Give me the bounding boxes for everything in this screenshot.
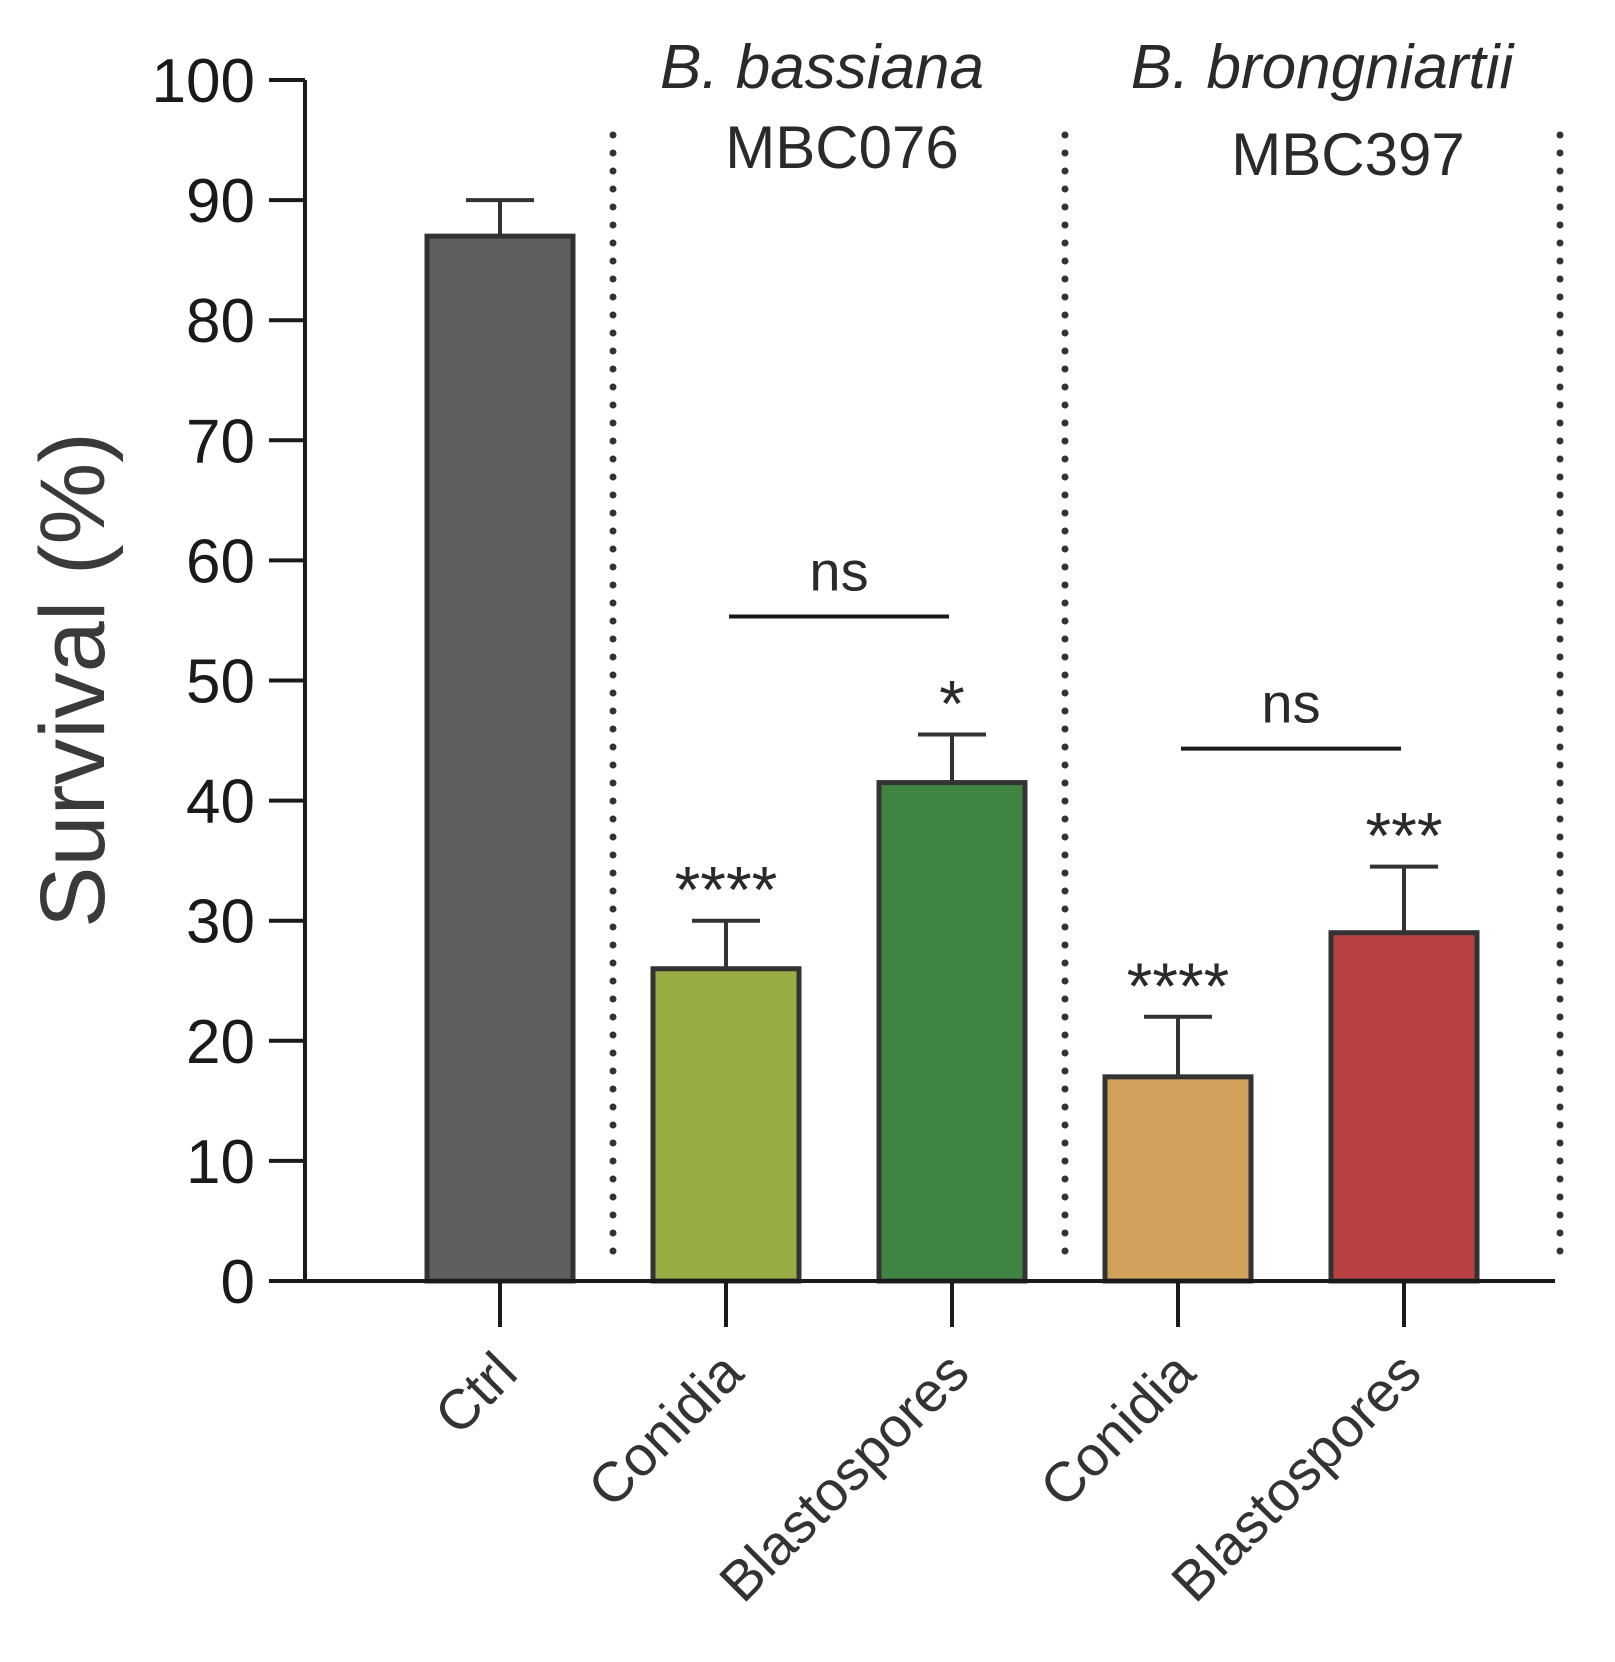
significance-label-1: **** [675,853,778,927]
y-tick-label-30: 30 [186,888,255,957]
x-tick-label-0: Ctrl [422,1340,528,1446]
y-tick-label-90: 90 [186,167,255,236]
group-title-brongniartii: B. brongniartii [1131,33,1516,102]
x-tick-label-1: Conidia [576,1339,755,1518]
group-subtitle-brongniartii: MBC397 [1231,121,1464,188]
bar-4 [1328,930,1480,1284]
y-tick-label-50: 50 [186,648,255,717]
y-tick-label-60: 60 [186,527,255,596]
group-titles: B. bassiana MBC076 B. brongniartii MBC39… [660,33,1515,188]
y-tick-label-80: 80 [186,287,255,356]
bar-1 [650,966,802,1284]
bar-3 [1102,1074,1254,1284]
x-tick-label-3: Conidia [1028,1339,1207,1518]
y-tick-label-40: 40 [186,768,255,837]
group-subtitle-bassiana: MBC076 [725,114,958,181]
group-title-bassiana: B. bassiana [660,33,984,102]
comparison-label-1: ns [1261,672,1320,735]
comparison-label-0: ns [809,540,868,603]
bar-0 [424,233,576,1284]
bars [424,198,1480,1284]
y-tick-label-70: 70 [186,407,255,476]
y-tick-label-10: 10 [186,1128,255,1197]
significance-label-4: *** [1365,799,1442,873]
y-tick-label-20: 20 [186,1008,255,1077]
bar-2 [876,780,1028,1284]
y-axis-title: Survival (%) [22,432,124,928]
y-tick-label-0: 0 [221,1248,255,1317]
y-tick-label-100: 100 [152,47,255,116]
significance-label-3: **** [1127,949,1230,1023]
significance-label-2: * [939,667,965,741]
